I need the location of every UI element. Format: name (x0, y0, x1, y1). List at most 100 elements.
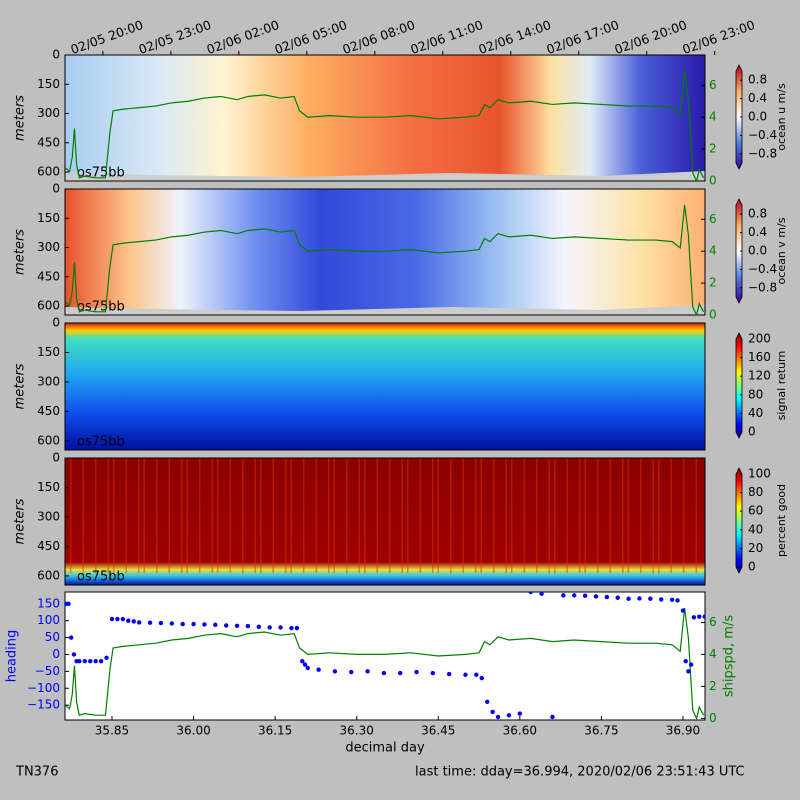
heading-point (136, 620, 142, 625)
x-top-tick-label: 02/05 20:00 (69, 17, 146, 57)
heading-point (414, 669, 419, 675)
streak (113, 458, 115, 573)
heading-point (267, 625, 272, 630)
plot-frame (64, 322, 706, 451)
plot-frame (64, 188, 706, 316)
heading-point (517, 711, 523, 716)
heading-point (294, 625, 300, 631)
footer-right: last time: dday=36.994, 2020/02/06 23:51… (415, 765, 745, 780)
heading-point (98, 659, 104, 664)
heading-point (506, 713, 512, 718)
x-top-tick-label: 02/06 08:00 (340, 17, 417, 57)
heading-point (77, 659, 82, 664)
y-axis-label: heading (5, 630, 20, 683)
colorbar-tick-label: 0 (748, 560, 756, 574)
colorbar-tick-label: 0.8 (748, 73, 767, 87)
x-axis-label: decimal day (345, 741, 425, 756)
y-tick-label: 0 (52, 182, 60, 196)
x-top-tick-label: 02/06 05:00 (272, 17, 349, 57)
y-tick-label: 300 (37, 106, 60, 120)
x-tick-label: 36.90 (666, 724, 700, 738)
heading-point (659, 597, 664, 602)
y-tick-label: 0 (52, 316, 60, 330)
y2-tick-label: 6 (709, 212, 717, 226)
colorbar-tick-label: 80 (748, 485, 763, 499)
y-tick-label: 150 (37, 480, 60, 494)
streak (597, 458, 599, 573)
heading-point (572, 593, 577, 598)
y2-tick-label: 0 (709, 174, 717, 188)
y-tick-label: 600 (37, 433, 60, 447)
streak (156, 458, 158, 573)
heading-point (561, 593, 566, 598)
heading-point (688, 662, 694, 667)
colorbar (735, 198, 743, 304)
y-tick-label: 300 (37, 240, 60, 254)
y-tick-label: 600 (37, 568, 60, 582)
streak (584, 458, 586, 573)
heading-point (626, 596, 631, 601)
heading-point (648, 596, 653, 601)
y2-tick-label: 2 (709, 142, 717, 156)
colorbar-tick-label: 0.4 (748, 91, 767, 105)
heading-point (397, 670, 403, 676)
heading-point (463, 672, 468, 677)
y-tick-label: −100 (27, 681, 60, 695)
heading-point (82, 659, 87, 664)
colorbar (735, 467, 743, 574)
streak (358, 458, 360, 573)
plot-area (65, 55, 705, 181)
heading-point (316, 667, 321, 672)
colorbar-tick-label: −0.4 (748, 128, 777, 142)
streak (437, 458, 439, 573)
y-tick-label: 0 (52, 48, 60, 62)
heading-point (93, 659, 98, 664)
colorbar-tick-label: 40 (748, 406, 763, 420)
colorbar-label: ocean u m/s (775, 83, 788, 151)
heading-point (278, 625, 283, 630)
heading-point (604, 594, 610, 600)
y-tick-label: 50 (45, 630, 60, 644)
heading-point (66, 601, 71, 607)
plot-area (65, 189, 705, 315)
y-axis-label: meters (13, 363, 28, 409)
streak (480, 458, 482, 573)
streak (389, 458, 391, 573)
heading-point (68, 635, 74, 640)
heading-point (528, 592, 533, 595)
colorbar-tick-label: 0.0 (748, 110, 767, 124)
colorbar-tick-label: −0.4 (748, 262, 777, 276)
heading-point (490, 709, 495, 715)
streak (254, 458, 256, 573)
y-tick-label: −150 (27, 698, 60, 712)
heading-point (637, 596, 642, 601)
plot-area (65, 592, 705, 720)
y2-tick-label: 4 (709, 110, 717, 124)
heading-point (302, 662, 308, 667)
plot-frame (64, 457, 706, 586)
colorbar-tick-label: 40 (748, 522, 763, 536)
streak (670, 458, 672, 573)
streak (290, 458, 292, 573)
streak (505, 458, 507, 573)
heading-point (234, 623, 240, 628)
streak (211, 458, 213, 573)
y-tick-label: 150 (37, 77, 60, 91)
colorbar-tick-label: 0 (748, 425, 756, 439)
ship-speed-line (65, 204, 705, 315)
heading-point (550, 714, 555, 720)
no-data-band (65, 171, 705, 181)
streak (566, 458, 568, 573)
y2-tick-label: 0 (709, 308, 717, 322)
y-tick-label: 100 (37, 613, 60, 627)
ship-speed-line (65, 70, 705, 181)
heading-point (289, 625, 294, 631)
heading-point (202, 622, 207, 627)
colorbar (735, 332, 743, 439)
heading-point (256, 624, 262, 629)
streak (138, 458, 140, 573)
y-axis-label: meters (13, 498, 28, 544)
streak (229, 458, 231, 573)
streak (536, 458, 538, 573)
heading-point (697, 614, 702, 619)
